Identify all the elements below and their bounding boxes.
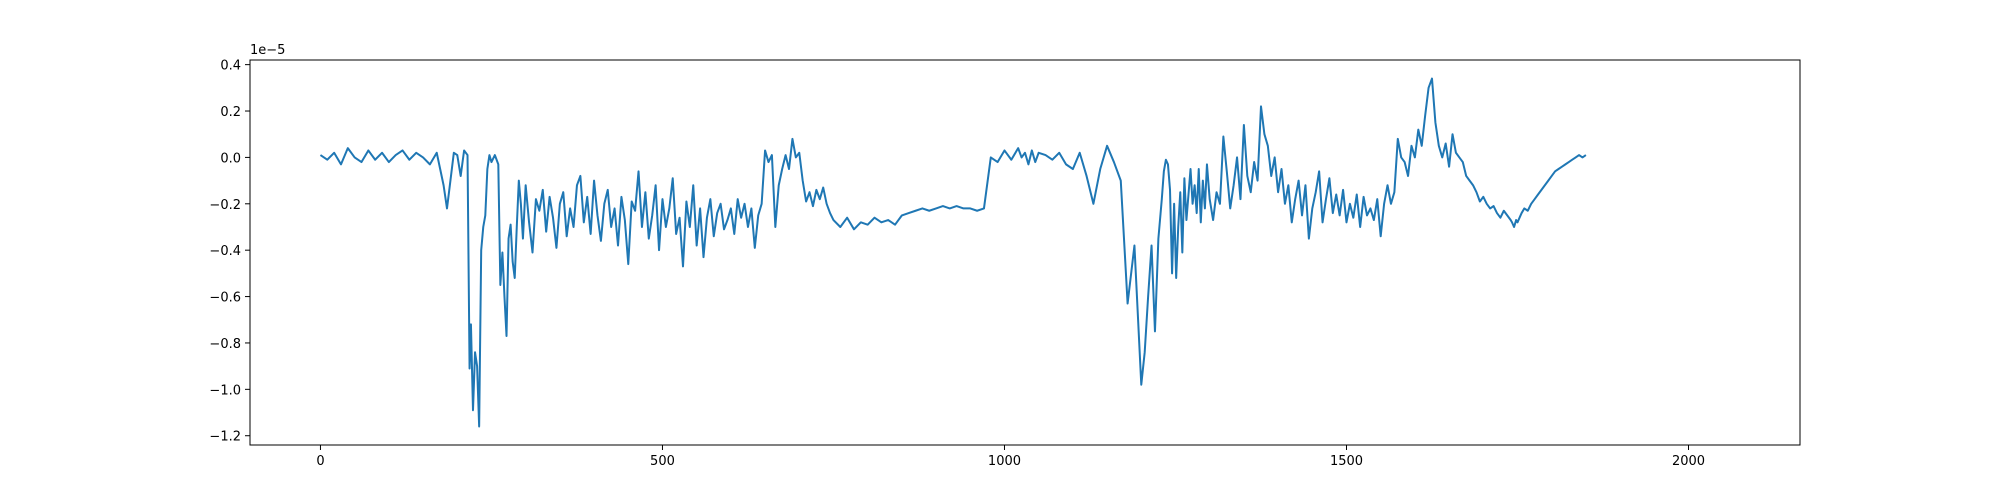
x-tick-label: 0 [316, 454, 324, 469]
x-tick-label: 1000 [988, 454, 1021, 469]
y-tick-label: −0.8 [209, 337, 241, 352]
y-tick-label: −0.4 [209, 244, 241, 259]
y-tick-label: −0.6 [209, 291, 241, 306]
y-tick-label: 0.2 [220, 105, 241, 120]
axes-frame [249, 59, 1801, 446]
x-tick-label: 2000 [1672, 454, 1705, 469]
plot-area [319, 77, 1587, 428]
x-axis: 0 500 1000 1500 2000 [316, 445, 1705, 469]
y-tick-label: −0.2 [209, 198, 241, 213]
y-tick-label: 0.0 [220, 151, 241, 166]
x-tick-label: 500 [650, 454, 675, 469]
series-line-signal [319, 77, 1587, 428]
y-tick-label: −1.2 [209, 430, 241, 445]
y-axis: −1.2 −1.0 −0.8 −0.6 −0.4 −0.2 0.0 0.2 0.4 [209, 59, 250, 445]
y-offset-label: 1e−5 [250, 43, 285, 58]
y-tick-label: 0.4 [220, 59, 241, 74]
y-tick-label: −1.0 [209, 383, 241, 398]
x-tick-label: 1500 [1330, 454, 1363, 469]
